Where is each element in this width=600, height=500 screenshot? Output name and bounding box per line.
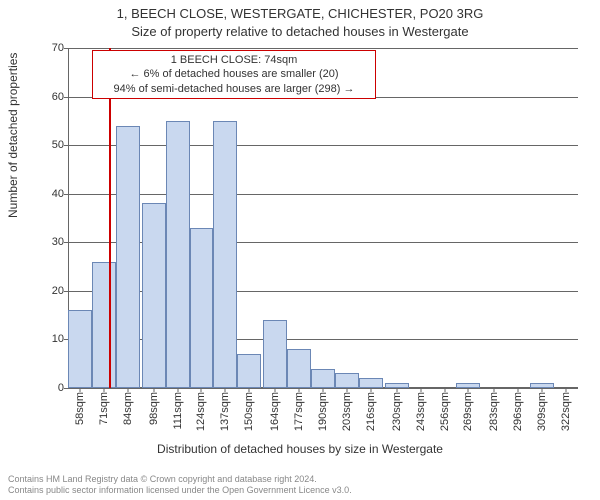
annotation-box: 1 BEECH CLOSE: 74sqm ← 6% of detached ho… <box>92 50 376 99</box>
plot: 010203040506070 <box>68 48 578 388</box>
x-tick-label: 71sqm <box>98 392 110 425</box>
x-tick-label: 322sqm <box>560 392 572 431</box>
x-ticks: 58sqm 71sqm 84sqm 98sqm 111sqm 124sqm 137sqm 15… <box>68 388 578 448</box>
histogram-bar <box>213 121 237 388</box>
x-tick-label: 164sqm <box>269 392 281 431</box>
annotation-line1: 1 BEECH CLOSE: 74sqm <box>99 53 369 67</box>
histogram-bar <box>116 126 140 388</box>
title-line2: Size of property relative to detached ho… <box>0 24 600 39</box>
histogram-bar <box>68 310 92 388</box>
x-tick-label: 269sqm <box>462 392 474 431</box>
x-axis-label: Distribution of detached houses by size … <box>0 442 600 456</box>
histogram-bar <box>287 349 311 388</box>
x-tick-label: 309sqm <box>536 392 548 431</box>
y-tick-label: 60 <box>34 91 64 103</box>
x-tick-label: 190sqm <box>317 392 329 431</box>
y-axis-label: Number of detached properties <box>6 53 20 218</box>
x-tick-label: 256sqm <box>439 392 451 431</box>
annotation-line3: 94% of semi-detached houses are larger (… <box>99 82 369 96</box>
histogram-bar <box>237 354 261 388</box>
y-tick-mark <box>64 145 68 146</box>
histogram-bar <box>359 378 383 388</box>
y-tick-mark <box>64 242 68 243</box>
histogram-bar <box>311 369 335 388</box>
x-tick-label: 177sqm <box>293 392 305 431</box>
x-tick-label: 84sqm <box>122 392 134 425</box>
y-tick-mark <box>64 291 68 292</box>
histogram-bar <box>263 320 287 388</box>
x-tick-label: 124sqm <box>195 392 207 431</box>
y-tick-mark <box>64 97 68 98</box>
title-line1: 1, BEECH CLOSE, WESTERGATE, CHICHESTER, … <box>0 6 600 21</box>
x-tick-label: 283sqm <box>488 392 500 431</box>
histogram-bar <box>335 373 359 388</box>
y-tick-mark <box>64 194 68 195</box>
x-tick-label: 98sqm <box>148 392 160 425</box>
x-tick-label: 58sqm <box>74 392 86 425</box>
gridline <box>68 145 578 146</box>
x-tick-label: 203sqm <box>341 392 353 431</box>
histogram-bar <box>142 203 166 388</box>
x-tick-label: 230sqm <box>391 392 403 431</box>
x-tick-label: 150sqm <box>243 392 255 431</box>
y-tick-label: 20 <box>34 285 64 297</box>
gridline <box>68 48 578 49</box>
y-tick-label: 10 <box>34 333 64 345</box>
x-tick-label: 296sqm <box>512 392 524 431</box>
marker-line <box>109 48 111 388</box>
x-tick-label: 137sqm <box>219 392 231 431</box>
y-tick-label: 0 <box>34 382 64 394</box>
plot-area: 010203040506070 <box>68 48 578 388</box>
x-tick-label: 111sqm <box>172 392 184 430</box>
histogram-bar <box>92 262 116 388</box>
footer-line2: Contains public sector information licen… <box>8 485 352 496</box>
x-tick-label: 216sqm <box>365 392 377 431</box>
gridline <box>68 194 578 195</box>
footer-line1: Contains HM Land Registry data © Crown c… <box>8 474 352 485</box>
y-tick-mark <box>64 48 68 49</box>
y-tick-label: 40 <box>34 188 64 200</box>
histogram-bar <box>166 121 190 388</box>
y-tick-label: 50 <box>34 139 64 151</box>
x-tick-label: 243sqm <box>415 392 427 431</box>
y-tick-label: 30 <box>34 236 64 248</box>
footer: Contains HM Land Registry data © Crown c… <box>8 474 352 497</box>
annotation-line2: ← 6% of detached houses are smaller (20) <box>99 67 369 81</box>
y-tick-label: 70 <box>34 42 64 54</box>
histogram-bar <box>190 228 214 388</box>
chart-container: 1, BEECH CLOSE, WESTERGATE, CHICHESTER, … <box>0 0 600 500</box>
